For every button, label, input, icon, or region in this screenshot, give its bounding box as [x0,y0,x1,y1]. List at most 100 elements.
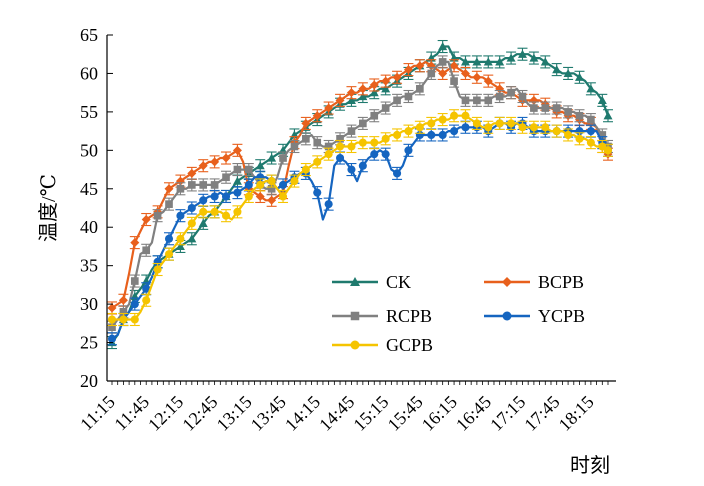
data-point [530,104,538,112]
data-point [108,323,116,332]
y-tick-label: 50 [80,140,98,160]
data-point [187,203,196,213]
data-point [324,142,333,151]
data-point [335,153,345,163]
data-point [552,127,561,136]
data-point [403,65,413,75]
y-tick-label: 45 [80,179,98,199]
data-point [233,165,242,174]
data-point [358,161,367,170]
data-point [210,207,219,216]
data-point [335,142,345,151]
x-tick-label: 12:15 [144,392,187,435]
data-point [483,57,493,66]
data-point [358,92,368,101]
data-point [164,250,174,259]
data-point [198,161,208,171]
x-tick-label: 17:15 [486,392,529,435]
legend-label: RCPB [386,306,432,326]
data-point [541,123,550,132]
data-point [597,95,607,104]
data-point [312,111,322,121]
data-point [393,96,401,105]
data-point [484,96,493,105]
data-point [586,138,595,147]
data-point [301,118,311,128]
data-point [416,84,424,93]
data-point [358,138,367,147]
data-point [313,157,322,166]
data-point [529,95,539,105]
data-point [347,127,356,135]
data-point [244,180,253,189]
data-point [142,246,151,255]
data-point [119,315,128,324]
x-tick-label: 16:15 [418,392,461,435]
data-point [164,234,174,243]
data-point [381,104,390,112]
data-point [313,138,322,147]
data-point [130,315,139,324]
data-point [107,334,117,343]
data-point [381,134,390,143]
data-point [552,65,562,74]
data-point [495,92,504,101]
x-tick-label: 11:15 [76,392,119,435]
data-point [175,176,185,186]
data-point [472,57,482,66]
data-point [130,277,139,285]
axes-layer: 20 25 30 35 40 45 50 55 60 65 11:1511:4512:1512:45… [76,25,616,435]
data-point [278,180,288,189]
data-point [278,192,288,201]
data-point [460,57,470,66]
data-point [450,127,459,136]
data-point [393,169,402,178]
data-point [267,153,277,162]
data-point [460,68,470,78]
legend-item-rcpb: RCPB [332,306,432,326]
data-point [603,146,613,155]
data-point [233,188,242,197]
data-point [199,207,208,216]
data-point [587,115,595,124]
data-point [175,241,185,251]
data-point [210,157,220,167]
data-point [301,165,310,174]
data-point [426,61,436,71]
data-point [598,131,607,139]
x-tick-label: 16:45 [452,392,495,435]
data-point [473,96,481,105]
y-tick-label: 60 [80,63,98,83]
data-point [336,134,344,143]
y-tick-label: 40 [80,217,98,237]
data-point [233,207,242,216]
x-tick-label: 14:15 [281,392,324,435]
data-point [350,277,360,286]
data-point [221,153,231,163]
data-point [438,58,447,66]
data-point [564,130,573,140]
legend-item-gcpb: GCPB [332,335,433,355]
x-tick-label: 17:45 [520,392,563,435]
data-point [392,72,402,82]
data-point [472,119,481,128]
data-point [324,200,333,209]
data-point [507,119,516,128]
data-point [153,211,162,220]
data-point [449,61,459,71]
data-point [130,238,140,248]
data-point [529,53,539,62]
x-tick-label: 11:45 [110,392,153,435]
data-point [540,57,550,66]
data-point [187,181,196,189]
data-point [518,123,527,132]
data-point [222,173,230,182]
series-layer [107,39,613,350]
data-point [290,177,299,186]
y-tick-label: 55 [80,102,98,122]
data-point [552,104,561,112]
x-tick-label: 12:45 [178,392,221,435]
x-tick-label: 13:15 [213,392,256,435]
data-point [495,84,505,94]
data-point [350,311,360,321]
